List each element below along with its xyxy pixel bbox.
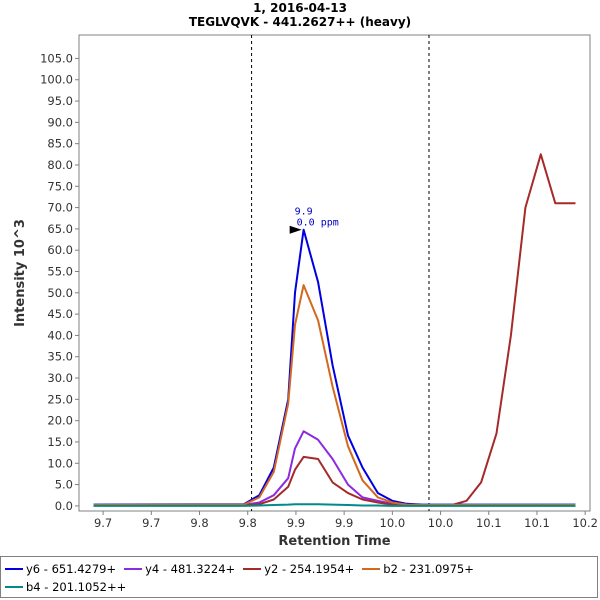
x-axis-label: Retention Time <box>278 534 390 549</box>
legend-item: y4 - 481.3224+ <box>124 562 235 576</box>
y-tick-label: 80.0 <box>47 158 73 172</box>
y-tick-label: 85.0 <box>47 137 73 151</box>
legend-swatch <box>362 568 381 570</box>
y-tick-label: 90.0 <box>47 115 73 129</box>
y-tick-label: 105.0 <box>40 51 73 65</box>
legend-swatch <box>243 568 262 570</box>
y-tick-label: 60.0 <box>47 243 73 257</box>
peak-marker-arrow <box>289 225 302 234</box>
y-axis-label: Intensity 10^3 <box>13 219 28 327</box>
y-tick-label: 30.0 <box>47 371 73 385</box>
x-tick-label: 10.0 <box>380 516 406 530</box>
legend-swatch <box>124 568 143 570</box>
x-tick-label: 10.2 <box>572 516 598 530</box>
y-tick-label: 45.0 <box>47 307 73 321</box>
x-tick-label: 10.0 <box>428 516 454 530</box>
legend-swatch <box>5 586 23 588</box>
peak-annotation-rt: 9.9 <box>295 207 313 218</box>
y-tick-label: 75.0 <box>47 179 73 193</box>
y-tick-label: 95.0 <box>47 94 73 108</box>
y-tick-label: 40.0 <box>47 328 73 342</box>
legend-row: b4 - 201.1052++ <box>5 579 134 595</box>
legend-item: b2 - 231.0975+ <box>362 562 474 576</box>
legend-label: y6 - 651.4279+ <box>26 562 117 576</box>
x-tick-label: 10.1 <box>476 516 502 530</box>
y-tick-label: 70.0 <box>47 201 73 215</box>
x-tick-label: 10.1 <box>524 516 550 530</box>
chromatogram-chart: 0.0 5.0 10.0 15.0 20.0 25.0 30.0 35.0 40.0 45.0 50… <box>13 34 598 549</box>
y-tick-label: 65.0 <box>47 222 73 236</box>
legend-label: b2 - 231.0975+ <box>383 562 474 576</box>
plot-area: 0.0 5.0 10.0 15.0 20.0 25.0 30.0 35.0 40.0 45.0 50… <box>40 34 598 530</box>
chart-title: 1, 2016-04-13 <box>253 1 347 15</box>
y-tick-label: 35.0 <box>47 350 73 364</box>
x-tick-label: 9.7 <box>142 516 160 530</box>
y-tick-label: 20.0 <box>47 414 73 428</box>
legend-label: y2 - 254.1954+ <box>264 562 355 576</box>
y-tick-label: 0.0 <box>55 499 73 513</box>
legend-swatch <box>5 568 23 570</box>
x-tick-label: 9.8 <box>190 516 208 530</box>
legend-item: y6 - 651.4279+ <box>5 562 116 576</box>
x-tick-label: 9.9 <box>335 516 353 530</box>
y-tick-label: 10.0 <box>47 456 73 470</box>
chart-subtitle: TEGLVQVK - 441.2627++ (heavy) <box>188 15 412 29</box>
y-tick-label: 5.0 <box>55 478 73 492</box>
legend-item: y2 - 254.1954+ <box>243 562 354 576</box>
y-tick-label: 55.0 <box>47 265 73 279</box>
x-tick-label: 9.8 <box>239 516 257 530</box>
x-tick-label: 9.9 <box>287 516 305 530</box>
legend: y6 - 651.4279+ y4 - 481.3224+ y2 - 254.195… <box>0 556 598 598</box>
legend-row: y6 - 651.4279+ y4 - 481.3224+ y2 - 254.195… <box>5 561 482 577</box>
series-line-3 <box>93 153 576 507</box>
plot-frame <box>78 34 591 512</box>
peak-annotation-ppm: 0.0 ppm <box>297 218 339 229</box>
legend-item: b4 - 201.1052++ <box>5 580 126 594</box>
y-tick-label: 25.0 <box>47 392 73 406</box>
legend-label: y4 - 481.3224+ <box>145 562 236 576</box>
y-tick-label: 50.0 <box>47 286 73 300</box>
y-tick-label: 100.0 <box>40 73 73 87</box>
legend-label: b4 - 201.1052++ <box>26 580 127 594</box>
series-line-5 <box>93 503 576 507</box>
x-tick-label: 9.7 <box>94 516 112 530</box>
y-tick-label: 15.0 <box>47 435 73 449</box>
